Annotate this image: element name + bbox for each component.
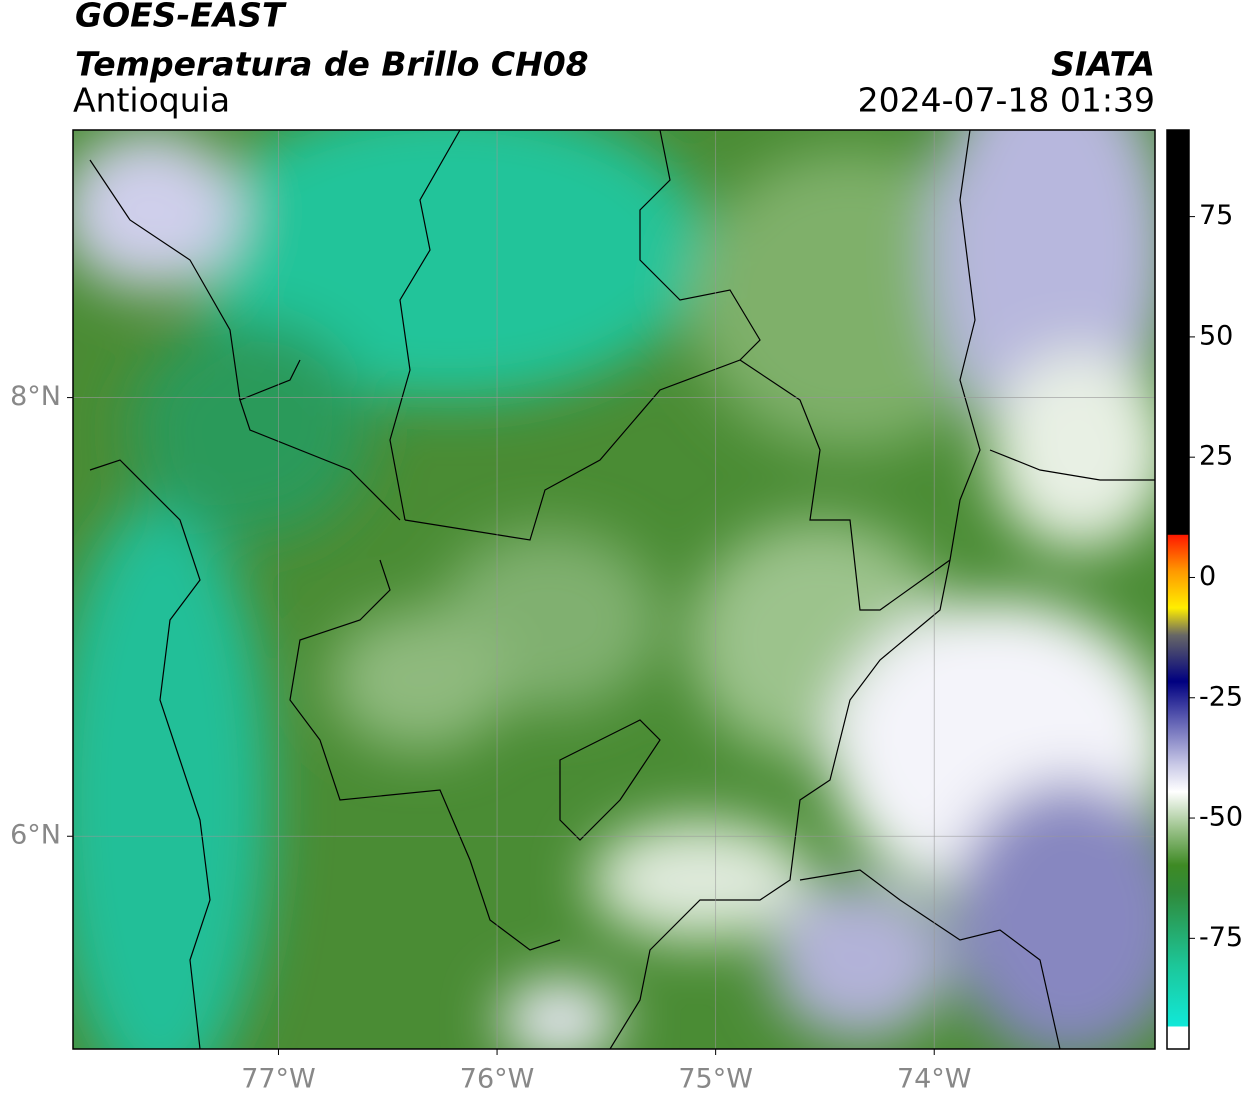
x-tick-label: 75°W xyxy=(678,1064,753,1095)
y-tick-label: 8°N xyxy=(10,381,61,412)
region: Antioquia xyxy=(73,81,230,120)
colorbar xyxy=(1166,129,1190,1050)
colorbar-tick-label: -25 xyxy=(1199,681,1243,712)
x-tick-label: 77°W xyxy=(241,1064,316,1095)
colorbar-tick-label: 75 xyxy=(1199,200,1233,231)
x-tick-label: 76°W xyxy=(460,1064,535,1095)
datetime: 2024-07-18 01:39 xyxy=(858,81,1155,120)
source: SIATA xyxy=(1051,45,1155,84)
colorbar-tick-label: -50 xyxy=(1199,802,1243,833)
colorbar-tick-label: -75 xyxy=(1199,922,1243,953)
y-tick-label: 6°N xyxy=(10,820,61,851)
colorbar-tick-label: 50 xyxy=(1199,320,1233,351)
colorbar-tick-label: 0 xyxy=(1199,561,1216,592)
satellite: GOES-EAST xyxy=(75,0,287,35)
map-frame xyxy=(72,129,1156,1050)
x-tick-label: 74°W xyxy=(897,1064,972,1095)
satellite-image xyxy=(73,130,1155,1049)
product: Temperatura de Brillo CH08 xyxy=(75,45,589,84)
colorbar-tick-label: 25 xyxy=(1199,441,1233,472)
